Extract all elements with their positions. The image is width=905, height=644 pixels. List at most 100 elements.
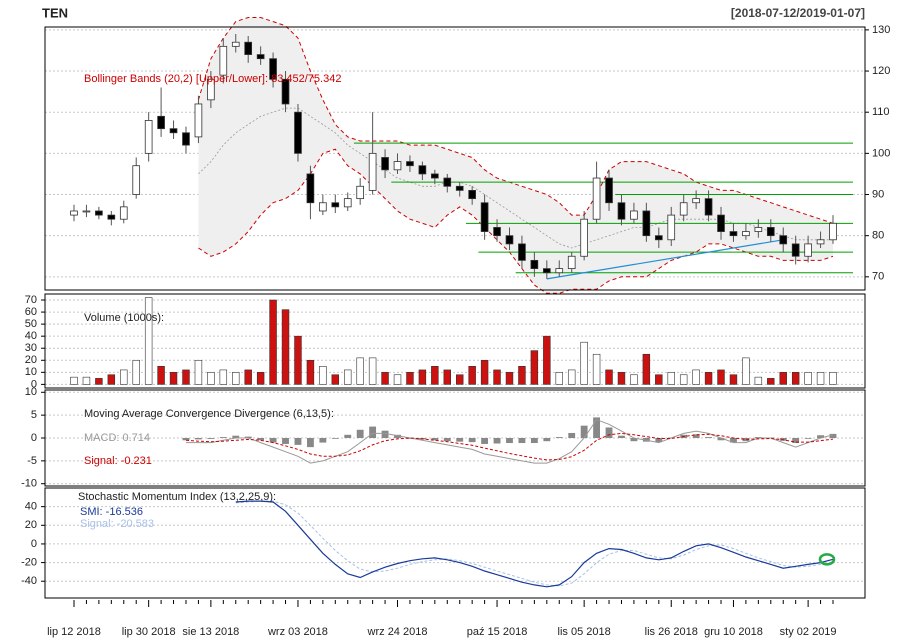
macd-hist [580, 425, 588, 438]
candle-body [567, 255, 576, 269]
macd-hist [282, 438, 289, 444]
candle-body [717, 214, 725, 232]
band-middle [198, 107, 833, 249]
panel-frame [44, 26, 866, 291]
volume-bar [742, 357, 750, 385]
panel-frame [44, 293, 866, 389]
smi-value: SMI: -16.536 [80, 506, 143, 518]
x-tick-label: wrz 24 2018 [367, 626, 428, 638]
volume-bar [281, 309, 290, 385]
volume-bar [182, 369, 190, 385]
y-tick-label: 40 [25, 330, 37, 342]
candle-body [667, 214, 676, 241]
macd-hist [443, 438, 451, 442]
panel-frame [44, 487, 866, 599]
volume-bar [381, 372, 389, 385]
volume-bar [592, 353, 601, 385]
volume-bar [157, 366, 165, 385]
candle-body [144, 120, 153, 154]
volume-bar [717, 369, 725, 385]
candle-body [182, 132, 190, 146]
smi-signal-value: Signal: -20.583 [80, 518, 154, 530]
x-tick-label: lip 12 2018 [47, 626, 101, 638]
macd-hist [730, 438, 737, 443]
macd-hist [331, 438, 339, 439]
volume-bar [493, 369, 501, 385]
candle-body [530, 259, 539, 269]
macd-hist [468, 438, 476, 443]
y-tick-label: 70 [872, 271, 884, 283]
volume-bar [95, 378, 103, 385]
candle-body [692, 198, 700, 204]
y-tick-label: 50 [25, 318, 37, 330]
macd-hist [219, 437, 227, 438]
volume-bar [120, 369, 128, 385]
y-tick-label: 20 [25, 519, 37, 531]
y-tick-label: 40 [25, 501, 37, 513]
volume-bar [567, 369, 576, 385]
candle-body [630, 210, 638, 220]
y-tick-label: -20 [21, 556, 37, 568]
x-tick-label: lis 05 2018 [558, 626, 611, 638]
trend-line [546, 239, 784, 280]
macd-hist [381, 430, 389, 438]
candle-body [742, 231, 750, 237]
volume-bar [194, 359, 203, 385]
band-lower [198, 148, 834, 294]
candle-body [816, 239, 825, 245]
macd-hist [518, 438, 526, 444]
macd-hist [182, 438, 190, 441]
volume-bar [829, 372, 837, 385]
macd-hist [817, 435, 824, 438]
y-tick-label: -40 [21, 575, 37, 587]
candle-body [219, 45, 228, 76]
macd-hist [456, 438, 464, 442]
macd-hist [232, 435, 240, 438]
volume-bar [791, 372, 800, 385]
candle-body [493, 227, 501, 237]
macd-hist [481, 438, 489, 444]
macd-hist [319, 438, 327, 443]
candle-body [779, 235, 788, 245]
volume-bar [306, 359, 315, 385]
candle-body [418, 165, 427, 175]
y-tick-label: 80 [872, 230, 884, 242]
macd-hist [394, 434, 401, 438]
volume-bar [406, 372, 414, 385]
volume-bar [82, 376, 91, 385]
volume-bar [816, 372, 825, 385]
candle-body [617, 202, 626, 220]
candle-body [319, 202, 327, 212]
candle-body [580, 218, 588, 257]
candle-body [829, 222, 837, 241]
candle-body [443, 177, 452, 187]
candle-body [542, 268, 551, 274]
y-tick-label: 120 [872, 65, 890, 77]
macd-title: Moving Average Convergence Divergence (6… [84, 408, 334, 420]
macd-signal-value: Signal: -0.231 [84, 455, 152, 467]
macd-hist [431, 438, 439, 441]
candle-body [119, 206, 128, 220]
y-tick-label: 5 [31, 409, 37, 421]
macd-hist [742, 438, 750, 442]
candle-body [704, 198, 713, 216]
macd-hist [506, 438, 513, 444]
y-tick-label: 10 [25, 366, 37, 378]
candle-body [207, 78, 215, 101]
smi-signal [235, 500, 834, 587]
volume-bar [431, 366, 439, 385]
macd-hist [195, 438, 202, 440]
macd-hist [294, 438, 302, 445]
macd-hist [618, 435, 625, 438]
candle-body [281, 78, 290, 105]
volume-bar [642, 353, 651, 385]
volume-bar [779, 372, 787, 385]
candle-body [518, 243, 526, 261]
volume-bar [655, 374, 663, 385]
volume-bar [455, 374, 464, 385]
volume-bar [543, 335, 551, 385]
volume-bar [219, 369, 228, 385]
candle-body [642, 210, 651, 237]
candle-body [169, 128, 178, 134]
